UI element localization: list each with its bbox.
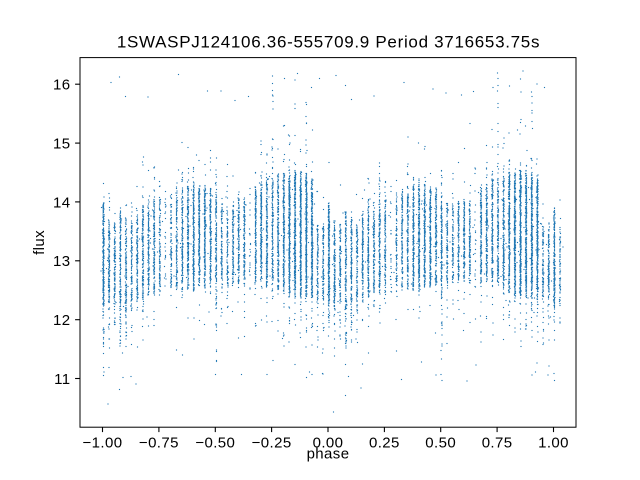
svg-text:1.00: 1.00	[538, 435, 569, 452]
svg-text:16: 16	[53, 77, 71, 94]
svg-text:12: 12	[53, 312, 71, 329]
svg-text:0.00: 0.00	[313, 435, 344, 452]
svg-text:−1.00: −1.00	[83, 435, 123, 452]
svg-text:phase: phase	[307, 446, 350, 463]
svg-text:flux: flux	[31, 230, 48, 255]
svg-text:14: 14	[53, 194, 71, 211]
svg-text:−0.50: −0.50	[195, 435, 235, 452]
svg-text:0.75: 0.75	[482, 435, 513, 452]
svg-text:−0.25: −0.25	[252, 435, 292, 452]
svg-text:13: 13	[53, 253, 71, 270]
svg-text:1SWASPJ124106.36-555709.9 Peri: 1SWASPJ124106.36-555709.9 Period 3716653…	[117, 33, 540, 52]
svg-text:0.25: 0.25	[369, 435, 400, 452]
svg-text:15: 15	[53, 136, 71, 153]
svg-text:0.50: 0.50	[425, 435, 456, 452]
svg-text:−0.75: −0.75	[139, 435, 179, 452]
svg-text:11: 11	[54, 371, 70, 388]
